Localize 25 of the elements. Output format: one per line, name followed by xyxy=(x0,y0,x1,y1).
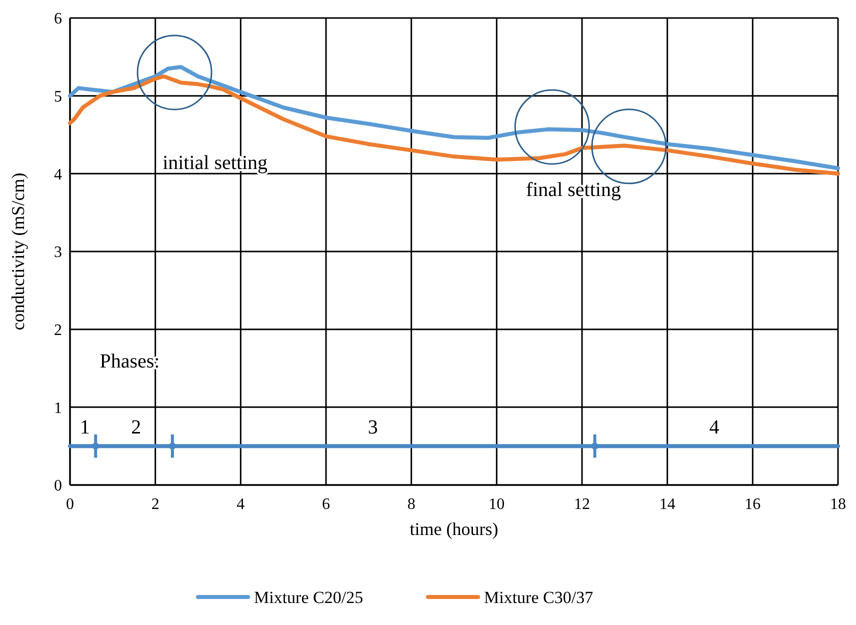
annotation: 1 xyxy=(80,416,90,439)
x-tick-label: 16 xyxy=(744,496,761,513)
x-tick-label: 10 xyxy=(488,496,505,513)
y-axis-title: conductivity (mS/cm) xyxy=(8,172,28,330)
y-tick-label: 4 xyxy=(54,166,62,184)
x-tick-label: 2 xyxy=(151,496,160,513)
x-tick-label: 8 xyxy=(407,496,416,513)
x-tick-label: 18 xyxy=(830,496,846,513)
y-tick-label: 3 xyxy=(54,244,62,262)
legend-label: Mixture C20/25 xyxy=(254,588,364,607)
annotation: 2 xyxy=(131,416,142,439)
annotation: 3 xyxy=(368,416,378,439)
x-tick-label: 14 xyxy=(659,496,676,513)
x-tick-label: 6 xyxy=(322,496,330,513)
x-tick-label: 0 xyxy=(66,496,74,513)
y-tick-label: 6 xyxy=(54,10,62,28)
y-tick-label: 2 xyxy=(54,322,62,339)
y-tick-label: 5 xyxy=(54,88,62,106)
x-axis-title: time (hours) xyxy=(410,519,498,539)
legend-label: Mixture C30/37 xyxy=(484,588,594,607)
x-tick-label: 12 xyxy=(574,496,590,513)
x-tick-label: 4 xyxy=(236,496,245,513)
annotation: 4 xyxy=(709,416,720,439)
y-tick-label: 0 xyxy=(54,478,62,495)
y-tick-label: 1 xyxy=(54,400,62,417)
